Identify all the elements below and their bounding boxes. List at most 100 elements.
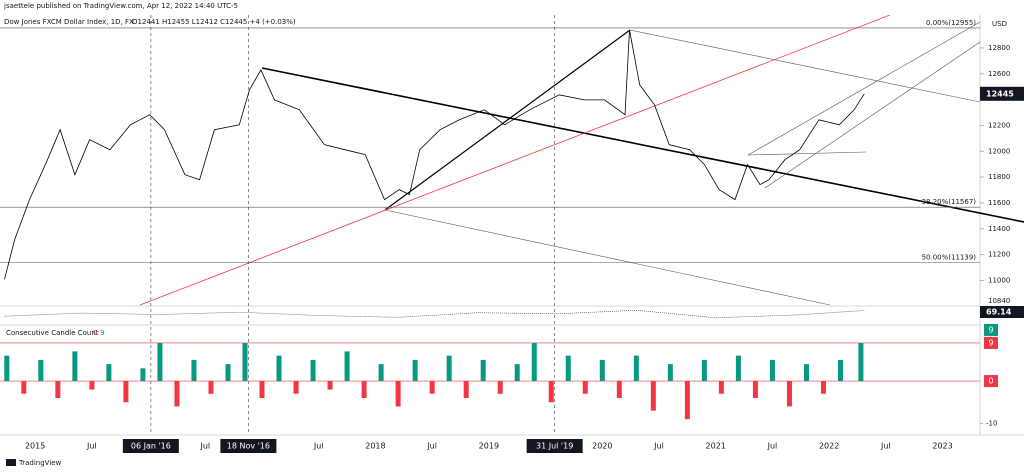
fib-label: 38.20%(11567) bbox=[922, 198, 977, 206]
y-tick-label: 11000 bbox=[988, 276, 1010, 284]
y-tick-label: 11800 bbox=[988, 173, 1010, 181]
count-bar bbox=[497, 381, 503, 394]
count-bar bbox=[480, 359, 486, 382]
channel-line bbox=[747, 21, 981, 156]
count-bar bbox=[463, 381, 469, 398]
count-bar bbox=[106, 364, 112, 382]
currency: USD bbox=[992, 20, 1007, 28]
indicator-title: Consecutive Candle Count bbox=[6, 329, 99, 337]
count-bar bbox=[412, 359, 418, 382]
tick-box bbox=[984, 375, 998, 388]
trend-line bbox=[139, 14, 891, 306]
x-tick-label: 2018 bbox=[365, 442, 385, 451]
publisher: jsaettele published on TradingView.com, … bbox=[3, 2, 238, 10]
symbol-title: Dow Jones FXCM Dollar Index, 1D, FX bbox=[4, 18, 134, 26]
count-bar bbox=[361, 381, 367, 398]
count-bar bbox=[837, 359, 843, 382]
count-bar bbox=[208, 381, 214, 394]
count-bar bbox=[599, 359, 605, 382]
count-bar bbox=[259, 381, 265, 398]
y-tick-label: 11200 bbox=[988, 251, 1010, 259]
price-line bbox=[4, 29, 865, 280]
y-tick-label: 9 bbox=[988, 338, 993, 347]
count-bar bbox=[242, 342, 248, 382]
x-tick-label: Jul bbox=[313, 442, 324, 451]
count-bar bbox=[276, 355, 282, 382]
count-bar bbox=[633, 355, 639, 382]
count-bar bbox=[565, 355, 571, 382]
x-tick-label: 2022 bbox=[819, 442, 839, 451]
count-bar bbox=[140, 368, 146, 382]
indicator-value: 9 bbox=[100, 329, 104, 337]
count-bar bbox=[4, 355, 10, 382]
date-marker-box bbox=[122, 439, 179, 453]
y-tick-label: 0 bbox=[988, 377, 993, 386]
fib-label: 50.00%(11139) bbox=[922, 254, 977, 262]
trend-line bbox=[384, 29, 631, 211]
x-tick-label: 2020 bbox=[592, 442, 612, 451]
count-bar bbox=[514, 364, 520, 382]
up-count-box bbox=[984, 323, 998, 336]
footer-brand: TradingView bbox=[18, 459, 62, 467]
date-marker-label: 18 Nov '16 bbox=[227, 442, 270, 451]
y-tick-label: 12800 bbox=[988, 44, 1010, 52]
date-marker-box bbox=[220, 439, 277, 453]
x-tick-label: 2019 bbox=[479, 442, 499, 451]
y-tick-label: 10840 bbox=[988, 297, 1010, 305]
count-bar bbox=[820, 381, 826, 394]
count-bar bbox=[548, 381, 554, 403]
up-count-label: 9 bbox=[988, 325, 993, 334]
count-bar bbox=[191, 359, 197, 382]
count-bar bbox=[293, 381, 299, 394]
count-bar bbox=[786, 381, 792, 407]
count-bar bbox=[344, 351, 350, 382]
last-price-box bbox=[980, 86, 1024, 101]
x-tick-label: 2021 bbox=[706, 442, 726, 451]
count-bar bbox=[531, 342, 537, 382]
count-bar bbox=[582, 381, 588, 394]
date-marker-label: 31 Jul '19 bbox=[536, 442, 573, 451]
count-bar bbox=[174, 381, 180, 407]
rsi-value: 69.14 bbox=[986, 308, 1012, 317]
count-bar bbox=[701, 359, 707, 382]
count-bar bbox=[752, 381, 758, 398]
count-bar bbox=[858, 342, 864, 382]
y-tick-label: 12200 bbox=[988, 121, 1010, 129]
count-bar bbox=[72, 351, 78, 382]
date-marker-label: 06 Jan '16 bbox=[131, 442, 171, 451]
trend-line bbox=[384, 209, 831, 306]
tick-box bbox=[984, 336, 998, 349]
count-bar bbox=[38, 359, 44, 382]
x-tick-label: 2023 bbox=[932, 442, 952, 451]
count-bar bbox=[21, 381, 27, 394]
y-tick-label: -10 bbox=[986, 419, 997, 427]
x-tick-label: Jul bbox=[880, 442, 891, 451]
count-bar bbox=[327, 381, 333, 390]
count-bar bbox=[429, 381, 435, 394]
y-tick-label: 11400 bbox=[988, 225, 1010, 233]
fib-label: 0.00%(12955) bbox=[926, 19, 976, 27]
channel-line bbox=[764, 41, 981, 189]
x-tick-label: Jul bbox=[199, 442, 210, 451]
count-bar bbox=[123, 381, 129, 403]
count-bar bbox=[395, 381, 401, 407]
count-bar bbox=[157, 342, 163, 382]
count-bar bbox=[446, 355, 452, 382]
x-tick-label: Jul bbox=[767, 442, 778, 451]
y-tick-label: 12000 bbox=[988, 147, 1010, 155]
trend-line bbox=[261, 67, 1024, 223]
last-price: 12445 bbox=[986, 89, 1014, 98]
x-tick-label: 2015 bbox=[25, 442, 45, 451]
rsi-value-box bbox=[980, 306, 1024, 318]
count-bar bbox=[310, 359, 316, 382]
count-bar bbox=[225, 364, 231, 382]
x-tick-label: Jul bbox=[426, 442, 437, 451]
x-tick-label: Jul bbox=[86, 442, 97, 451]
count-bar bbox=[769, 359, 775, 382]
ohlc: O12441 H12455 L12412 C12445 +4 (+0.03%) bbox=[132, 18, 296, 26]
count-bar bbox=[735, 355, 741, 382]
trend-line bbox=[629, 29, 981, 103]
count-bar bbox=[89, 381, 95, 390]
channel-line bbox=[747, 151, 867, 156]
